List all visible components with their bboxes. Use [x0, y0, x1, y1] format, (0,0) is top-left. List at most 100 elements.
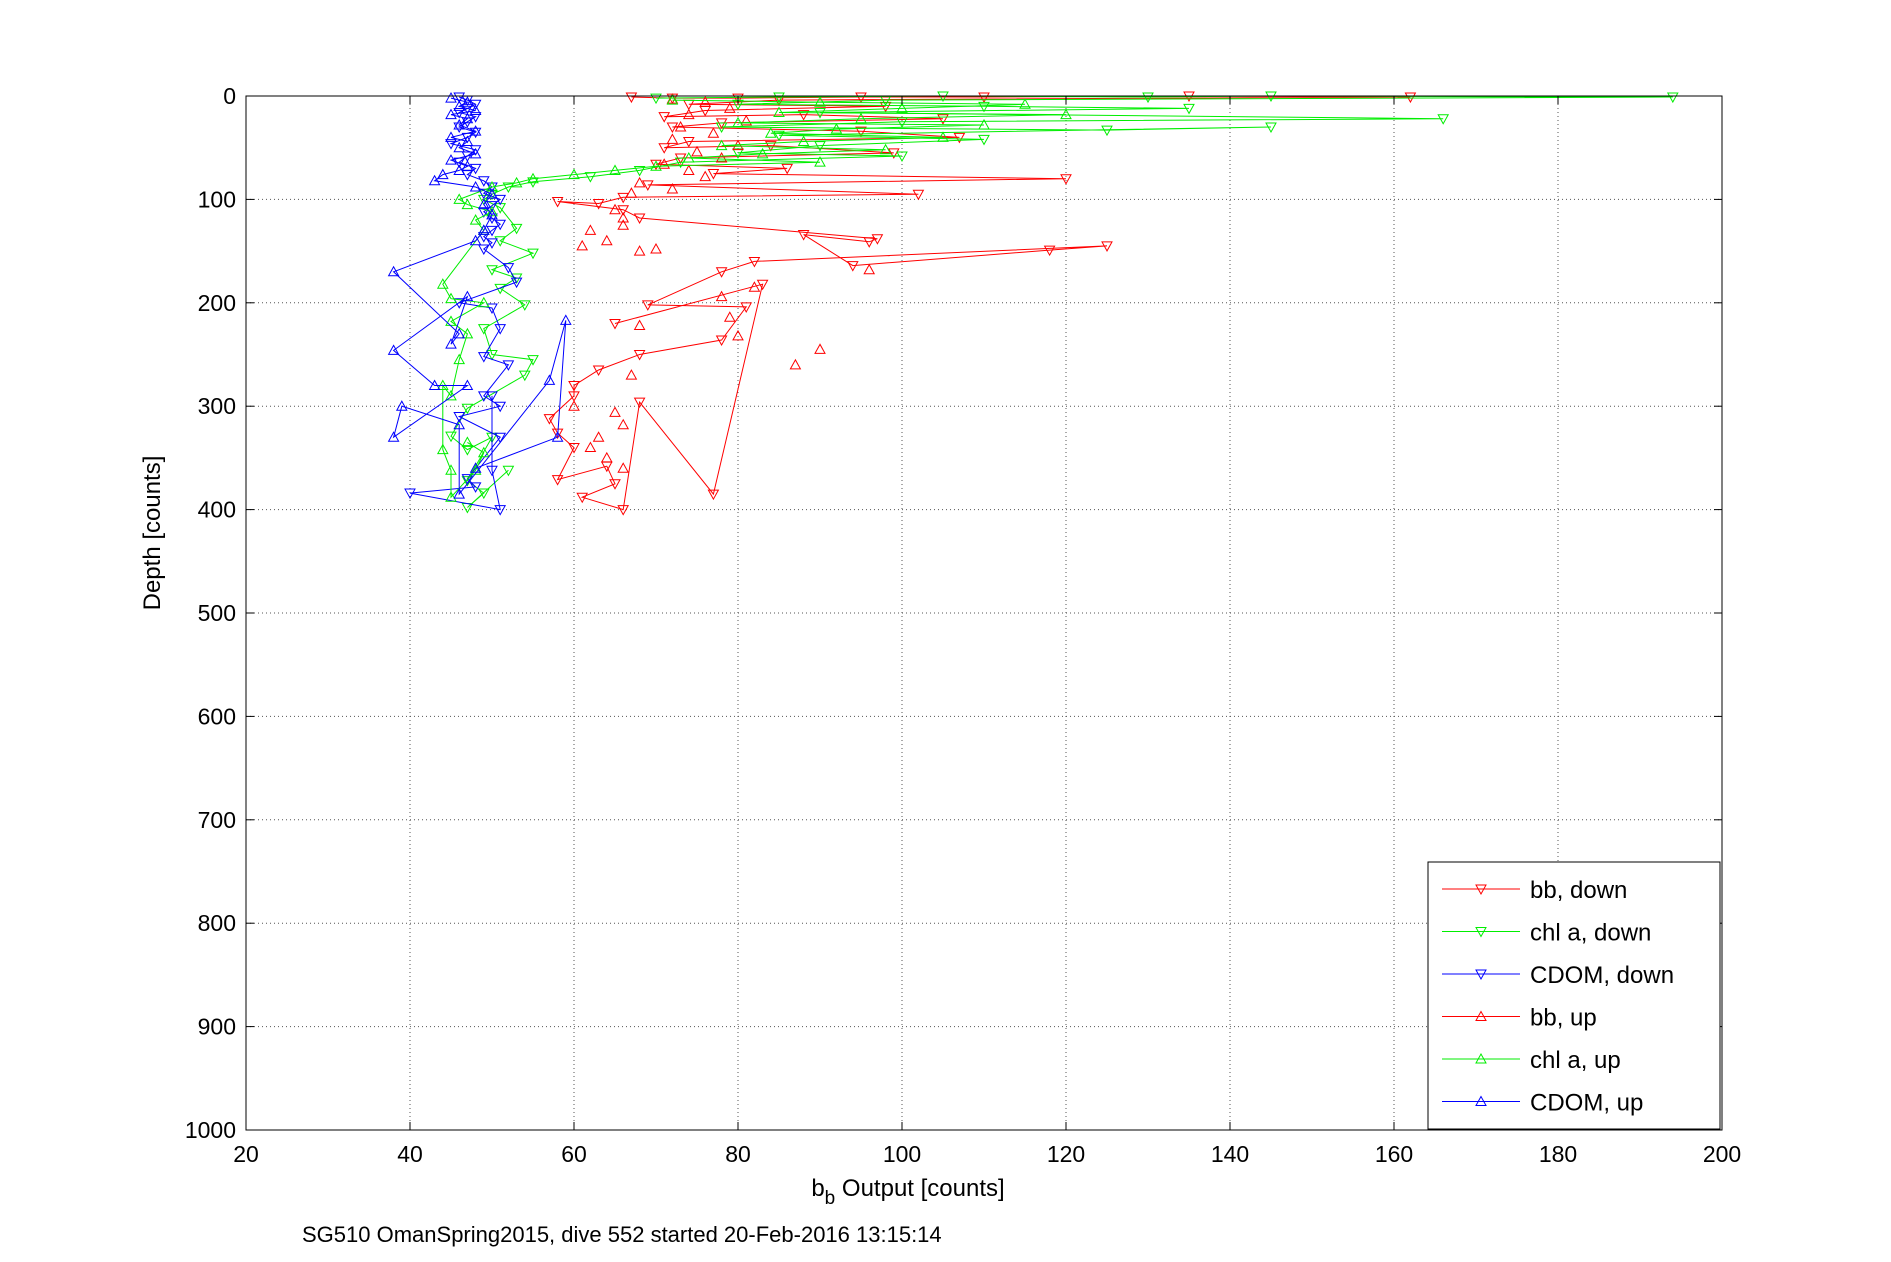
data-point [633, 350, 646, 361]
data-point [453, 118, 466, 130]
data-point [633, 165, 646, 177]
data-point [477, 198, 490, 210]
data-point [445, 491, 457, 502]
data-point [461, 474, 474, 485]
data-point [387, 431, 400, 442]
data-point [732, 329, 744, 341]
data-point [486, 188, 498, 199]
data-point [461, 436, 474, 447]
legend-marker [1475, 927, 1487, 938]
data-point [453, 122, 466, 134]
data-point [715, 139, 728, 151]
data-point [609, 318, 621, 330]
data-point [477, 324, 490, 335]
data-point [527, 355, 539, 366]
data-point [486, 265, 498, 276]
data-point [445, 464, 457, 475]
data-point [453, 193, 466, 204]
y-axis-label: Depth [counts] [139, 456, 166, 611]
legend-label: bb, up [1530, 1005, 1597, 1032]
data-point [617, 505, 630, 516]
data-point [1060, 174, 1072, 185]
data-point [486, 391, 498, 402]
x-axis-label-rest: Output [counts] [835, 1175, 1004, 1202]
data-point [715, 290, 728, 302]
data-point [1043, 245, 1056, 257]
data-point [453, 141, 466, 153]
data-point [1060, 108, 1072, 120]
data-point [641, 300, 654, 311]
data-point [723, 102, 736, 113]
legend-entry: bb, down [1442, 877, 1627, 904]
data-point [461, 135, 474, 146]
data-point [551, 475, 564, 486]
x-tick-label: 140 [1211, 1141, 1249, 1167]
data-point [953, 132, 966, 144]
data-point [494, 432, 507, 444]
data-point [1101, 241, 1113, 252]
x-tick-label: 20 [233, 1141, 259, 1167]
legend-entry: bb, up [1442, 1005, 1597, 1032]
data-point [617, 205, 630, 216]
series-4 [436, 94, 1072, 502]
data-point [486, 303, 498, 314]
x-tick-label: 180 [1539, 1141, 1577, 1167]
legend-marker [1475, 1095, 1487, 1106]
data-point [650, 160, 662, 171]
y-tick-label: 900 [198, 1014, 236, 1040]
data-point [551, 196, 564, 208]
data-point [469, 125, 482, 136]
data-point [469, 163, 482, 175]
data-point [453, 92, 466, 104]
data-point [510, 277, 523, 289]
y-tick-label: 300 [198, 393, 236, 419]
legend-label: chl a, up [1530, 1047, 1621, 1074]
data-point [625, 187, 638, 198]
legend: bb, down chl a, down CDOM, down bb, up chl a… [1427, 861, 1721, 1130]
data-point [617, 462, 630, 473]
data-point [1437, 114, 1450, 125]
x-tick-label: 100 [883, 1141, 921, 1167]
data-point [461, 198, 474, 210]
data-point [477, 296, 490, 308]
data-point [551, 428, 564, 440]
data-point [666, 122, 679, 134]
data-point [715, 267, 728, 278]
data-point [445, 131, 457, 142]
data-point [453, 164, 466, 175]
data-point [477, 232, 490, 243]
data-point [584, 224, 597, 235]
data-point [428, 174, 441, 186]
data-point [740, 114, 753, 126]
data-point [469, 104, 482, 115]
data-point [863, 237, 876, 248]
data-point [486, 350, 498, 361]
data-point [666, 133, 679, 144]
data-point [633, 213, 646, 225]
data-point [912, 189, 925, 201]
data-point [814, 96, 826, 107]
legend-label: chl a, down [1530, 920, 1651, 947]
x-tick-label: 60 [561, 1141, 587, 1167]
y-tick-label: 800 [198, 910, 236, 936]
data-point [797, 110, 810, 121]
data-point [461, 379, 474, 391]
data-point [896, 102, 908, 113]
data-point [682, 108, 695, 120]
data-point [486, 180, 498, 192]
data-point [633, 245, 646, 256]
data-point [674, 157, 687, 169]
data-point [477, 194, 490, 206]
data-point [469, 99, 482, 111]
data-point [469, 214, 482, 225]
data-point [756, 147, 769, 159]
data-point [477, 224, 490, 235]
data-point [1265, 122, 1277, 134]
data-point [937, 114, 949, 125]
data-point [978, 118, 990, 130]
data-point [764, 141, 777, 152]
legend-entry: CDOM, up [1442, 1090, 1643, 1117]
data-point [650, 93, 662, 105]
data-point [732, 93, 744, 105]
